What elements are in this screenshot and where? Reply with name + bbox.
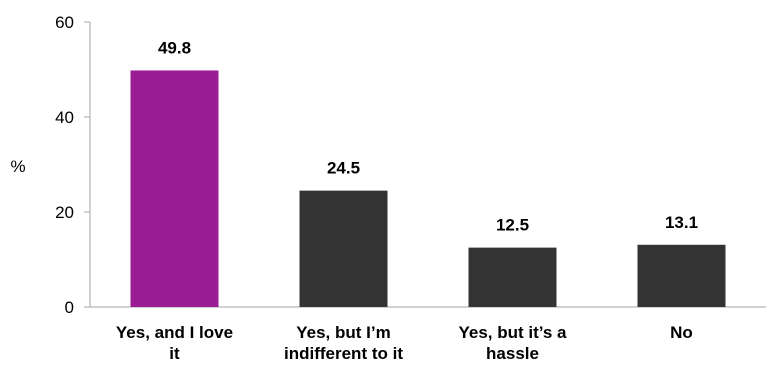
data-label: 49.8 <box>158 38 191 57</box>
bars <box>130 70 726 307</box>
bar <box>637 244 726 307</box>
y-axis: 0 20 40 60 <box>55 13 91 317</box>
data-labels: 49.8 24.5 12.5 13.1 <box>158 38 698 234</box>
bar <box>468 247 557 307</box>
x-tick-label: Yes, and I love it <box>116 323 233 363</box>
y-tick-label: 60 <box>55 13 74 32</box>
y-tick-label: 0 <box>65 298 74 317</box>
y-tick-label: 40 <box>55 108 74 127</box>
data-label: 24.5 <box>327 159 360 178</box>
bar <box>299 190 388 307</box>
category-labels: Yes, and I love it Yes, but I’m indifferent… <box>116 323 693 363</box>
y-axis-label: % <box>10 157 25 176</box>
x-tick-label: Yes, but it’s a hassle <box>458 323 567 363</box>
data-label: 12.5 <box>496 216 529 235</box>
y-tick-label: 20 <box>55 203 74 222</box>
x-tick-label: No <box>670 323 693 342</box>
bar <box>130 70 219 307</box>
data-label: 13.1 <box>665 213 698 232</box>
x-tick-label: Yes, but I’m indifferent to it <box>284 323 403 363</box>
